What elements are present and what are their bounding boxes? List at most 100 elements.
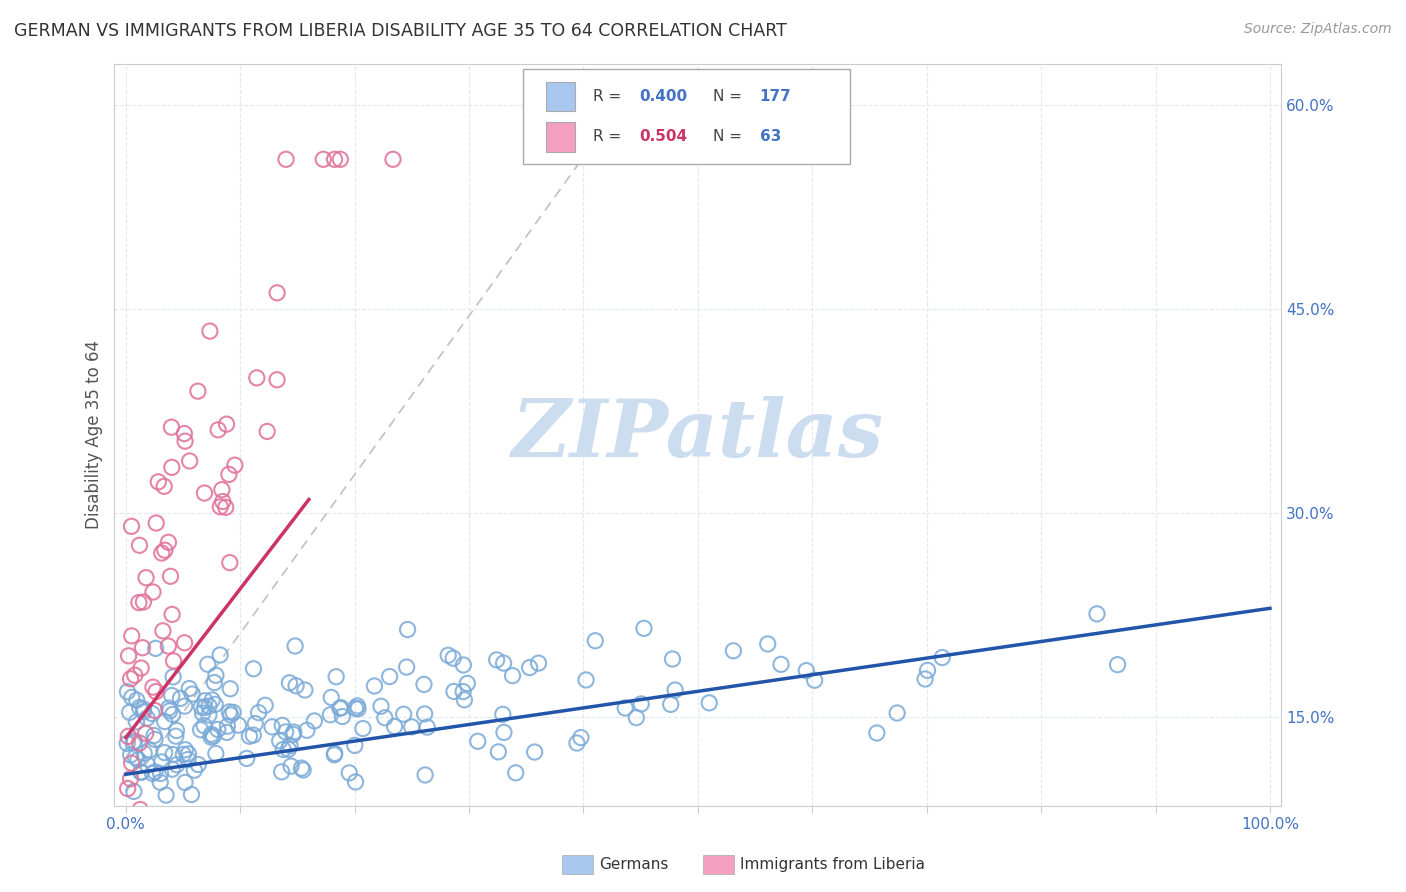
Point [122,736,145,750]
FancyBboxPatch shape [523,70,849,164]
Point [132,705,155,719]
Point [207,723,229,737]
Point [193,486,215,500]
Point [173,636,195,650]
Point [153,479,176,493]
Point [329,701,352,715]
Point [117,684,139,698]
Point [142,680,165,694]
Point [219,708,242,723]
Point [242,662,264,676]
Point [794,664,817,678]
Point [626,711,648,725]
Point [330,700,353,714]
Point [200,727,222,741]
Point [575,673,598,687]
Point [266,285,288,300]
Point [254,698,277,713]
Point [115,810,138,824]
Point [128,538,150,552]
Text: N =: N = [713,129,747,145]
Point [277,742,299,756]
Point [271,742,294,756]
Point [295,723,318,738]
Point [1085,607,1108,621]
Point [344,701,367,715]
Point [242,728,264,742]
Point [174,775,197,789]
Point [284,639,307,653]
Point [179,681,201,696]
Point [416,720,439,734]
Text: R =: R = [593,89,626,104]
Point [193,719,215,733]
Point [124,750,146,764]
Point [172,747,194,762]
Point [124,668,146,682]
Point [218,556,240,570]
Point [177,752,200,766]
Point [143,764,166,779]
Point [121,629,143,643]
Point [202,675,225,690]
Point [135,571,157,585]
Point [173,426,195,441]
Point [614,701,637,715]
Point [162,707,184,722]
Point [633,621,655,635]
Text: Germans: Germans [599,857,668,871]
Point [319,707,342,722]
Point [201,693,224,707]
Text: 177: 177 [759,89,792,104]
Point [120,772,142,786]
Point [502,668,524,682]
Point [217,719,239,733]
Point [247,706,270,720]
Point [278,739,301,753]
Point [215,725,238,739]
Point [159,569,181,583]
Point [914,672,936,686]
Point [128,736,150,750]
Point [769,657,792,672]
Point [138,743,160,757]
Point [304,714,326,728]
Point [205,668,228,682]
Point [174,434,197,449]
Point [285,679,308,693]
Point [173,699,195,714]
Point [153,543,176,558]
Point [270,764,292,779]
Point [370,699,392,714]
Point [121,690,143,705]
FancyBboxPatch shape [546,122,575,152]
Point [413,768,436,782]
Point [321,690,343,705]
Point [269,734,291,748]
Point [485,653,508,667]
Point [162,747,184,762]
Point [803,673,825,688]
Point [274,725,297,739]
Point [1107,657,1129,672]
Point [118,706,141,720]
Point [121,519,143,533]
Point [453,657,475,672]
Point [630,697,652,711]
Point [443,684,465,698]
Point [129,765,152,780]
Point [519,660,541,674]
Point [344,775,367,789]
Point [135,726,157,740]
Point [325,670,347,684]
Point [153,714,176,729]
Point [129,802,152,816]
Point [157,535,180,549]
Point [132,702,155,716]
Point [125,714,148,729]
Point [131,640,153,655]
Point [115,736,138,750]
Point [323,747,346,762]
Point [145,684,167,698]
Point [337,765,360,780]
